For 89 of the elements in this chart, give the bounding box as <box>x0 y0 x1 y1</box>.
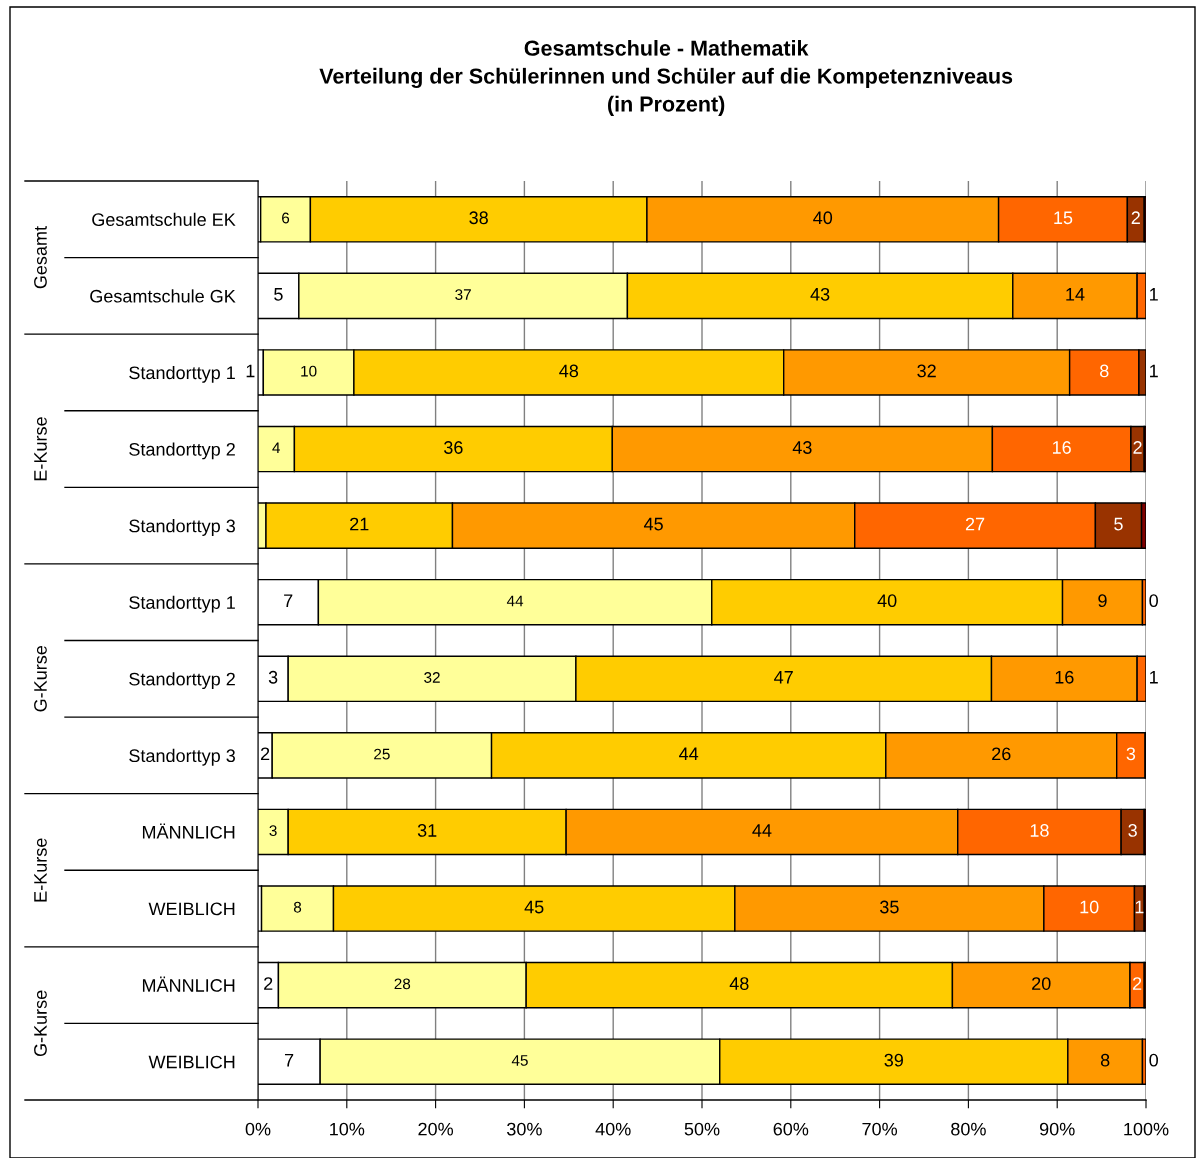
data-label: 3 <box>1128 824 1137 837</box>
data-label: 6 <box>282 212 290 224</box>
data-label: 7 <box>284 1053 294 1067</box>
data-label: 3 <box>1126 747 1136 761</box>
data-label: 39 <box>884 1053 903 1067</box>
data-label: 0 <box>1149 594 1158 608</box>
data-label: 28 <box>394 978 411 990</box>
y-tick-label: Standorttyp 1 <box>129 595 235 613</box>
data-label: 48 <box>729 977 749 990</box>
y-tick-label: WEIBLICH <box>148 902 235 916</box>
data-label: 8 <box>1100 1053 1110 1067</box>
x-tick-label: 60% <box>773 1122 809 1136</box>
data-label: 3 <box>269 825 277 837</box>
data-label: 2 <box>1131 211 1140 224</box>
y-tick-label: MÄNNLICH <box>142 823 235 839</box>
data-label: 35 <box>880 900 899 914</box>
data-label: 16 <box>1055 670 1074 684</box>
x-tick-label: 70% <box>862 1122 898 1136</box>
data-label: 9 <box>1098 594 1107 608</box>
data-label: 45 <box>511 1055 528 1066</box>
text: G-Kurse <box>34 645 47 712</box>
data-label: 18 <box>1030 824 1049 837</box>
y-tick-label: WEIBLICH <box>148 1055 235 1069</box>
data-label: 31 <box>417 824 437 837</box>
data-label: 43 <box>792 441 812 454</box>
data-label: 20 <box>1032 977 1051 990</box>
data-label: 44 <box>679 747 699 761</box>
text: E-Kurse <box>34 417 47 481</box>
data-label: 40 <box>813 211 833 225</box>
x-tick-label: 90% <box>1039 1122 1075 1136</box>
chart-title: Gesamtschule - Mathematik Verteilung der Schülerinnen und Schüler auf die Kompetenzniveaus (in Prozent) <box>319 40 1013 116</box>
x-tick-label: 50% <box>684 1122 720 1136</box>
data-label: 38 <box>469 211 488 225</box>
data-label: 3 <box>268 670 278 684</box>
data-label: 10 <box>301 365 317 377</box>
data-label: 10 <box>1080 900 1099 914</box>
data-label: 1 <box>1135 900 1144 914</box>
data-label: 44 <box>506 595 524 607</box>
x-tick-label: 30% <box>507 1122 542 1136</box>
data-label: 47 <box>774 671 793 684</box>
x-tick-label: 0% <box>245 1122 271 1136</box>
data-label: 2 <box>264 977 273 990</box>
y-tick-label: Standorttyp 1 <box>129 365 235 383</box>
data-label: 2 <box>1133 441 1142 454</box>
y-tick-label: Standorttyp 2 <box>129 672 235 690</box>
data-label: 32 <box>917 364 936 378</box>
data-label: 1 <box>1150 364 1158 378</box>
data-label: 45 <box>643 517 663 531</box>
data-label: 44 <box>752 824 772 837</box>
data-label: 7 <box>284 594 293 607</box>
data-label: 26 <box>992 747 1011 761</box>
data-label: 8 <box>293 901 302 913</box>
data-label: 16 <box>1052 441 1071 454</box>
data-label: 1 <box>1150 671 1158 684</box>
x-tick-label: 20% <box>418 1122 454 1136</box>
data-label: 4 <box>272 442 281 453</box>
y-tick-label: MÄNNLICH <box>142 976 235 992</box>
data-label: 15 <box>1054 211 1073 225</box>
data-label: 2 <box>260 747 270 761</box>
x-tick-label: 10% <box>330 1122 365 1136</box>
text: Gesamt <box>34 226 47 289</box>
data-label: 27 <box>965 517 985 531</box>
data-label: 8 <box>1100 364 1109 378</box>
x-tick-label: 80% <box>951 1122 986 1136</box>
data-label: 5 <box>1114 517 1123 531</box>
y-tick-label: Standorttyp 3 <box>129 519 235 536</box>
y-tick-label: Gesamtschule EK <box>92 212 236 227</box>
data-label: 1 <box>1150 288 1158 301</box>
data-label: 14 <box>1066 288 1085 301</box>
data-label: 48 <box>559 364 579 378</box>
data-label: 45 <box>524 900 544 914</box>
data-label: 21 <box>350 517 369 531</box>
text: E-Kurse <box>34 838 47 902</box>
y-tick-label: Standorttyp 2 <box>129 442 235 460</box>
data-label: 5 <box>274 288 283 301</box>
data-label: 36 <box>444 441 463 454</box>
data-label: 43 <box>810 287 830 301</box>
text: G-Kurse <box>34 990 47 1057</box>
data-label: 25 <box>374 748 390 760</box>
data-label: 32 <box>424 672 440 683</box>
data-label: 37 <box>455 289 471 300</box>
data-label: 40 <box>877 594 897 608</box>
data-label: 0 <box>1149 1053 1158 1067</box>
y-tick-label: Standorttyp 3 <box>129 748 235 766</box>
y-tick-label: Gesamtschule GK <box>90 289 236 303</box>
data-label: 2 <box>1133 977 1142 990</box>
data-label: 1 <box>246 364 255 378</box>
x-tick-label: 100% <box>1124 1122 1169 1136</box>
x-tick-label: 40% <box>595 1122 631 1136</box>
